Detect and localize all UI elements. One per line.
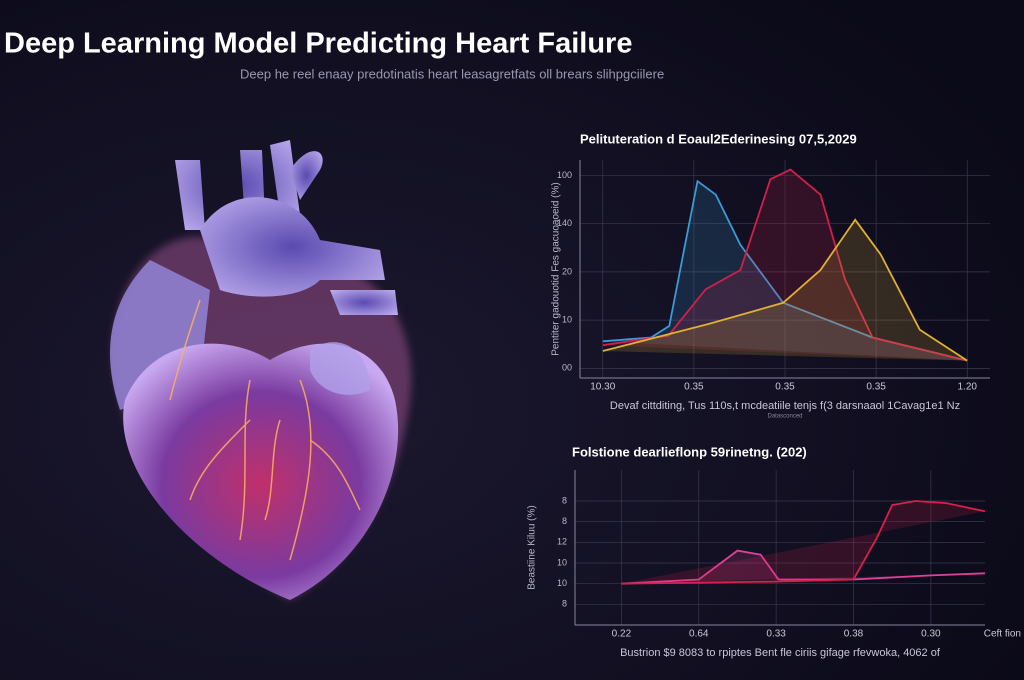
y-tick-label: 8: [562, 599, 567, 609]
page-title: Deep Learning Model Predicting Heart Fai…: [4, 28, 632, 60]
y-tick-label: 10: [557, 578, 567, 588]
chart-title: Pelituteration d Eoaul2Ederinesing 07,5,…: [580, 131, 857, 146]
x-tick-label: 0.22: [612, 629, 632, 640]
x-tick-label: 0.33: [766, 629, 786, 640]
y-tick-label: 12: [557, 537, 567, 547]
series-line: [602, 168, 968, 362]
x-tick-label: 0.35: [866, 382, 886, 393]
x-tick-label: 0.35: [775, 382, 795, 393]
x-tick-label: 0.30: [921, 629, 941, 640]
y-tick-label: 140: [557, 218, 572, 228]
x-tick-label: 0.64: [689, 629, 709, 640]
series-line: [602, 179, 968, 362]
note: Datasconced: [767, 414, 802, 420]
x-tick-label: 0.35: [684, 382, 704, 393]
series-line: [602, 218, 968, 362]
y-tick-label: 20: [562, 266, 572, 276]
x-axis-title: Ceft fion: [984, 629, 1021, 640]
y-tick-label: 10: [557, 557, 567, 567]
y-axis-label: Beastiine Kiluu (%): [527, 505, 538, 589]
x-axis-label: Devaf cittditing, Tus 110s,t mcdeatiile …: [610, 400, 960, 412]
x-axis-label: Bustrion $9 8083 to rpiptes Bent fle cir…: [620, 647, 941, 659]
heart-illustration: [110, 140, 412, 600]
y-tick-label: 8: [562, 495, 567, 505]
y-tick-label: 8: [562, 516, 567, 526]
page-subtitle: Deep he reel enaay predotinatis heart le…: [240, 66, 664, 81]
chart-title: Folstione dearlieflonp 59rinetng. (202): [572, 444, 807, 459]
y-tick-label: 00: [562, 363, 572, 373]
y-tick-label: 100: [557, 170, 572, 180]
y-tick-label: 10: [562, 314, 572, 324]
x-tick-label: 10.30: [590, 382, 615, 393]
y-axis-label: Pentiter gadouotid Fes gacuoaoeid (%): [551, 182, 562, 355]
series-line: [621, 549, 986, 585]
x-tick-label: 1.20: [957, 382, 977, 393]
x-tick-label: 0.38: [844, 629, 864, 640]
series-line: [621, 500, 986, 585]
